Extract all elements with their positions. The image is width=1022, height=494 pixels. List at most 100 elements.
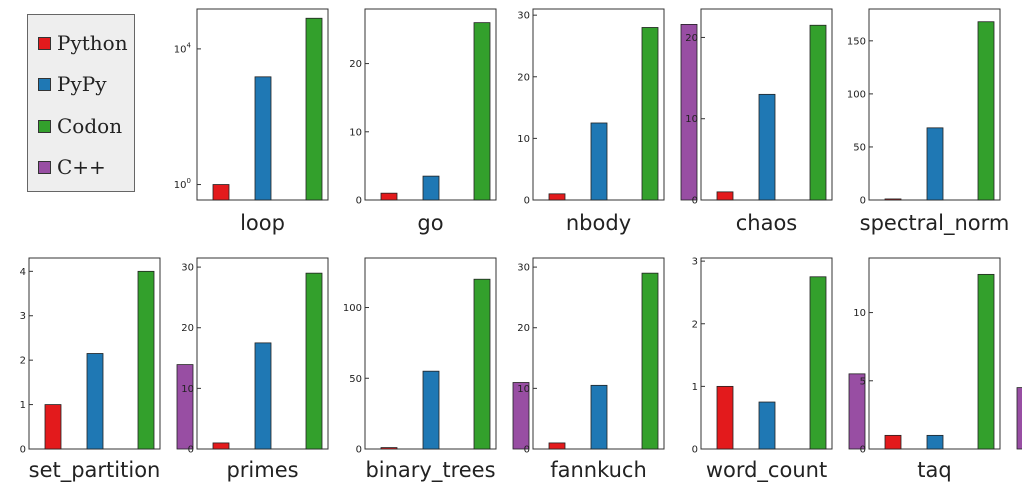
bar-python [884, 434, 902, 450]
bar-codon [809, 276, 827, 450]
legend-label-pypy: PyPy [57, 72, 107, 96]
y-tick-label: 3 [692, 257, 698, 268]
bar-codon [305, 17, 323, 201]
bar-pypy [758, 93, 776, 201]
bar-python [380, 192, 398, 201]
y-tick-label: 0 [524, 445, 530, 456]
y-tick-label: 0 [860, 445, 866, 456]
bar-python [44, 404, 62, 450]
y-tick-label: 0 [20, 445, 26, 456]
y-tick-label: 20 [349, 59, 362, 70]
y-tick-label: 10 [517, 134, 530, 145]
chart-fannkuch: 0 10 20 30 fannkuch [517, 257, 665, 482]
bar-python [548, 442, 566, 450]
y-tick-label: 104 [174, 41, 192, 55]
bar-c- [848, 373, 866, 450]
chart-nbody: 0 10 20 30 nbody [517, 8, 698, 235]
chart-title: chaos [736, 211, 798, 235]
chart-title: nbody [566, 211, 631, 235]
chart-primes: 0 10 20 30 primes [181, 257, 329, 482]
y-tick-label: 0 [692, 196, 698, 207]
bar-codon [977, 21, 995, 201]
legend-label-codon: Codon [57, 114, 123, 138]
bar-pypy [590, 122, 608, 201]
y-tick-label: 10 [517, 384, 530, 395]
y-tick-label: 20 [517, 72, 530, 83]
chart-spectral-norm: 0 50 100 150 spectral_norm [847, 8, 1010, 236]
chart-title: spectral_norm [860, 211, 1010, 236]
chart-title: binary_trees [365, 458, 495, 483]
y-tick-label: 30 [517, 11, 530, 22]
chart-title: fannkuch [550, 458, 647, 482]
bar-pypy [86, 353, 104, 450]
y-tick-exponent: 0 [187, 177, 191, 185]
legend-item-pypy: PyPy [38, 72, 107, 96]
bar-pypy [926, 127, 944, 201]
y-tick-label: 10 [685, 114, 698, 125]
y-tick-label: 10 [181, 384, 194, 395]
bar-pypy [422, 175, 440, 201]
y-tick-label: 50 [349, 374, 362, 385]
legend-item-cpp: C++ [38, 155, 106, 179]
y-tick-label: 10 [349, 127, 362, 138]
bar-codon [137, 270, 155, 450]
bar-python [716, 385, 734, 450]
y-tick-label: 5 [860, 376, 866, 387]
bar-codon [977, 273, 995, 450]
legend-swatch-codon [38, 119, 51, 133]
chart-word-count: 0 1 2 3 word_count [692, 257, 866, 483]
y-tick-label: 0 [860, 196, 866, 207]
y-tick-label: 100 [847, 89, 866, 100]
y-tick-label: 4 [20, 267, 26, 278]
y-tick-label: 10 [853, 308, 866, 319]
chart-set-partition: 0 1 2 3 4 set_partition [20, 257, 194, 483]
y-tick-label: 20 [685, 33, 698, 44]
y-tick-label: 20 [181, 323, 194, 334]
y-tick-label: 100 [174, 177, 191, 191]
chart-taq: 0 5 10 taq [853, 257, 1022, 482]
legend-label-cpp: C++ [57, 155, 106, 179]
chart-title: go [417, 211, 443, 235]
bar-pypy [254, 76, 272, 201]
bar-pypy [758, 401, 776, 450]
bar-python [212, 184, 230, 201]
y-tick-label: 2 [20, 356, 26, 367]
bar-codon [473, 22, 491, 201]
bar-python [884, 198, 902, 201]
chart-title: taq [917, 458, 951, 482]
chart-chaos: 0 10 20 chaos [685, 8, 833, 235]
y-tick-label: 150 [847, 36, 866, 47]
bar-python [380, 447, 398, 450]
legend-swatch-python [38, 36, 51, 50]
y-tick-label: 0 [356, 445, 362, 456]
y-tick-label: 0 [356, 196, 362, 207]
bar-python [212, 442, 230, 450]
legend-swatch-pypy [38, 77, 51, 91]
y-tick-label: 20 [517, 323, 530, 334]
legend: Python PyPy Codon C++ [27, 14, 135, 192]
bar-pypy [590, 384, 608, 450]
y-tick-label: 0 [692, 445, 698, 456]
y-tick-label: 3 [20, 311, 26, 322]
bar-pypy [254, 342, 272, 450]
legend-item-codon: Codon [38, 114, 122, 138]
y-tick-label: 30 [517, 263, 530, 274]
bar-c- [512, 382, 530, 450]
legend-label-python: Python [57, 31, 128, 55]
y-tick-label: 30 [181, 263, 194, 274]
y-tick-label: 0 [188, 445, 194, 456]
bar-python [548, 193, 566, 201]
chart-title: loop [240, 211, 285, 235]
chart-title: word_count [706, 458, 827, 483]
bar-c- [680, 24, 698, 201]
chart-title: set_partition [29, 458, 161, 483]
y-tick-label: 50 [853, 142, 866, 153]
bar-c- [176, 364, 194, 450]
y-tick-label: 100 [343, 303, 362, 314]
y-tick-label: 1 [20, 400, 26, 411]
y-tick-label: 2 [692, 319, 698, 330]
bar-codon [473, 278, 491, 450]
bar-codon [809, 24, 827, 201]
